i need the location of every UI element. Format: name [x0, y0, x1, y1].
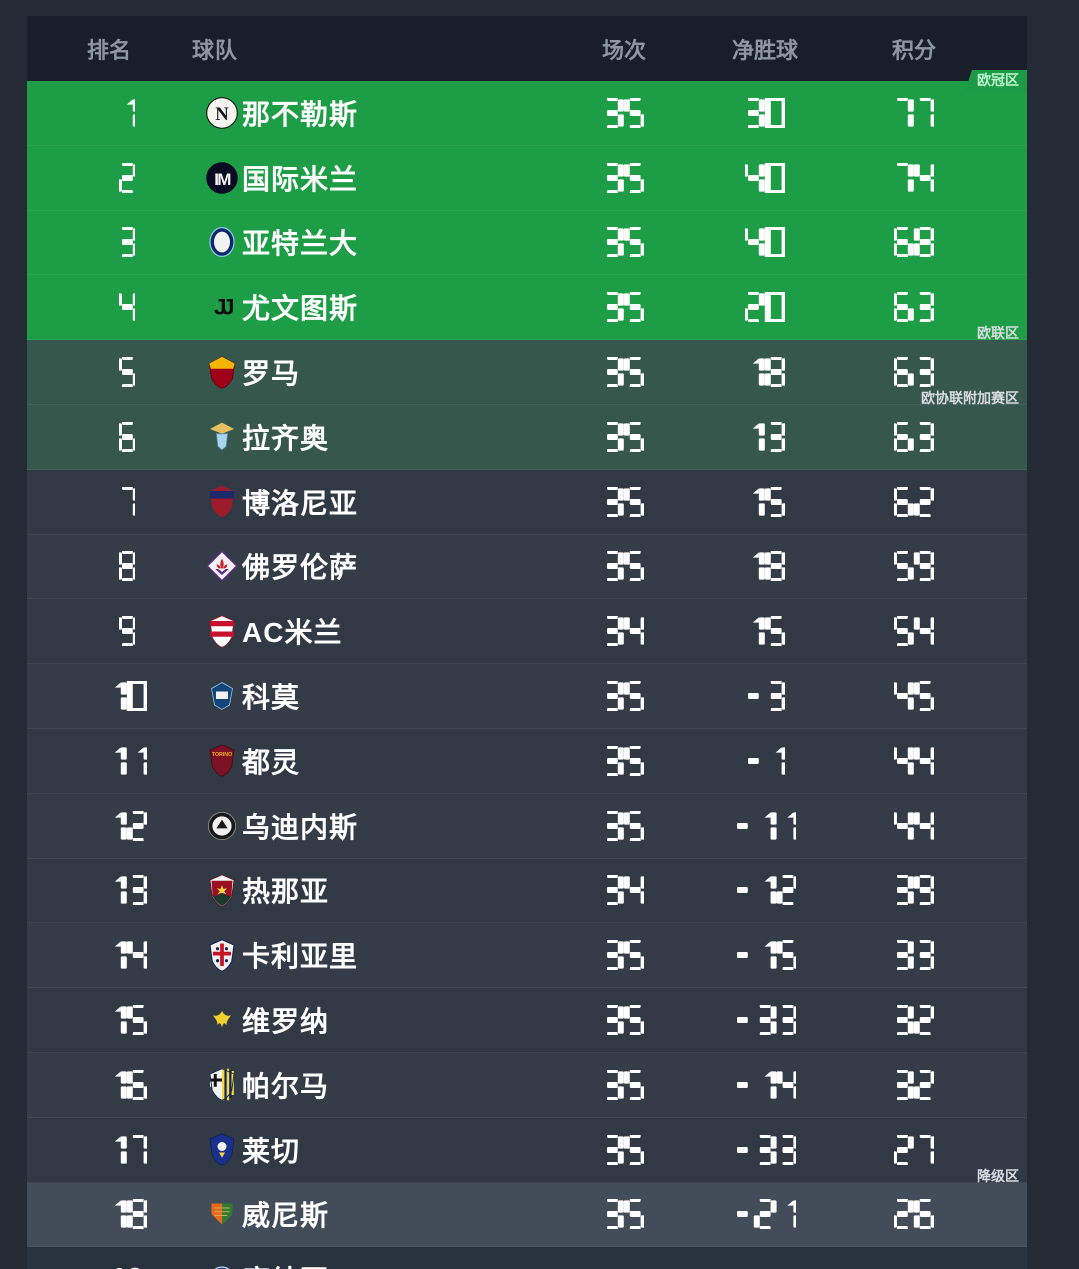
- svg-text:IM: IM: [214, 169, 231, 188]
- svg-text:N: N: [215, 104, 229, 125]
- svg-text:TORINO: TORINO: [212, 752, 232, 758]
- svg-text:JJ: JJ: [214, 295, 233, 320]
